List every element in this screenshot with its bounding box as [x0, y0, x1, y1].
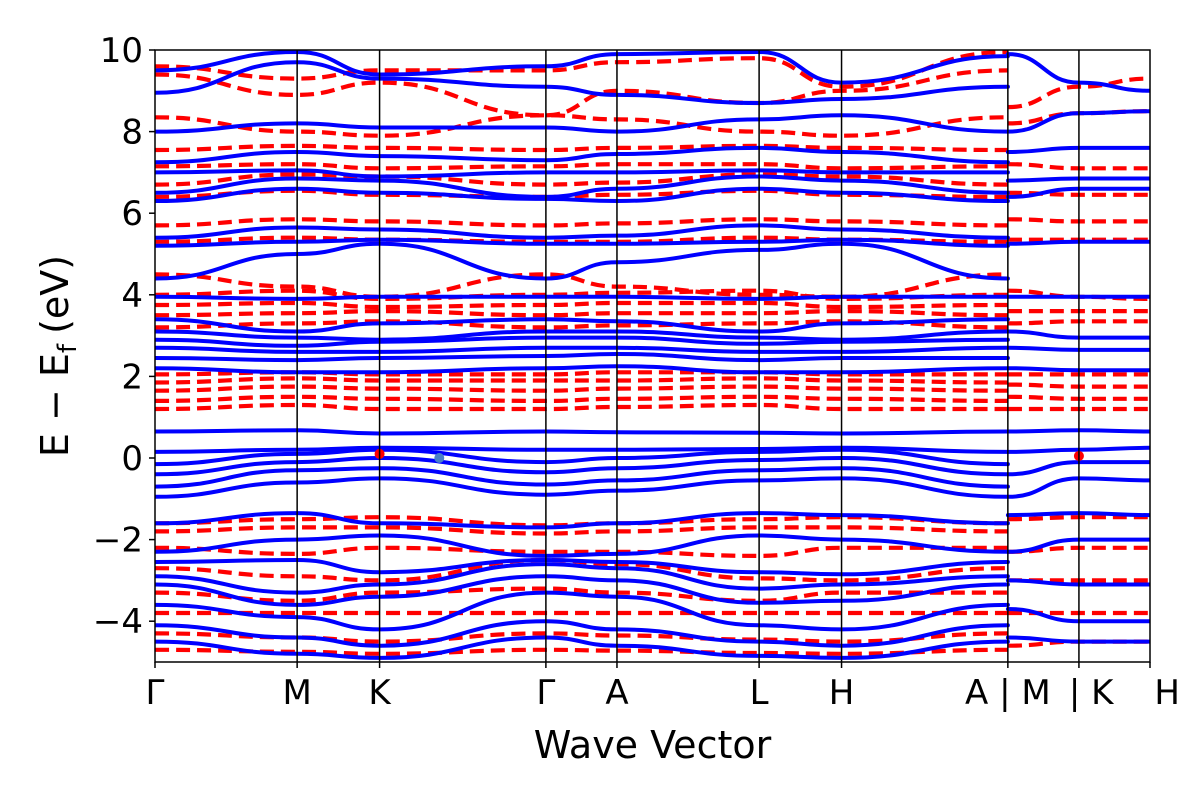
spin-down-band-line	[155, 319, 1008, 330]
band-marker	[434, 453, 445, 463]
y-axis-label: E − Ef (eV)	[33, 255, 83, 457]
y-axis-ticks: −4 −2 0 2 4 6 8 10	[93, 31, 155, 642]
y-tick-label: −4	[93, 602, 143, 642]
spin-down-band-line	[155, 370, 1008, 377]
x-tick-label: Γ	[536, 673, 555, 713]
spin-down-band-line	[155, 308, 1008, 318]
x-axis-label: Wave Vector	[534, 723, 772, 767]
spin-down-band-line	[155, 272, 1008, 299]
spin-down-band-line	[155, 402, 1008, 412]
y-tick-label: 6	[121, 194, 143, 234]
spin-up-band-line	[155, 241, 1010, 281]
spin-down-band-line	[155, 172, 1008, 187]
x-tick-label: A	[605, 673, 628, 713]
x-tick-label: | K	[1069, 673, 1115, 713]
spin-down-band-line	[155, 586, 1008, 603]
spin-up-band-line	[155, 294, 1010, 301]
spin-down-band-line	[155, 631, 1008, 644]
kpoint-separators	[296, 50, 1080, 662]
x-tick-label: H	[1154, 673, 1180, 713]
y-axis-label-subscript: f	[53, 343, 83, 353]
y-tick-label: 2	[121, 357, 143, 397]
spin-down-band-line	[155, 188, 1008, 200]
x-tick-label: H	[829, 673, 855, 713]
x-axis-ticks: Γ M K Γ A L H A | M | K H	[146, 662, 1180, 713]
spin-down-band-line	[155, 300, 1008, 310]
spin-up-band-line	[155, 428, 1010, 436]
y-tick-label: 4	[121, 276, 143, 316]
spin-up-band-line	[155, 345, 1010, 354]
y-tick-label: 8	[121, 113, 143, 153]
spin-down-band-line	[155, 384, 1008, 393]
plot-frame	[154, 49, 1151, 663]
spin-down-band-line	[155, 525, 1008, 536]
spin-down-band-line	[155, 647, 1008, 656]
x-tick-label: Γ	[146, 673, 165, 713]
y-tick-label: 0	[121, 439, 143, 479]
spin-down-band-line	[155, 113, 1008, 138]
x-tick-label: A | M	[965, 673, 1051, 713]
spin-down-band-line	[155, 376, 1008, 385]
spin-down-band-line	[155, 545, 1008, 559]
y-axis-label-unit: (eV)	[33, 255, 77, 334]
x-tick-label: L	[750, 673, 769, 713]
spin-down-band-line	[155, 394, 1008, 404]
x-tick-label: M	[282, 673, 311, 713]
spin-down-band-line	[155, 217, 1008, 228]
spin-down-band-line	[155, 288, 1008, 302]
y-axis-label-main: E − E	[33, 353, 77, 457]
spin-down-band-line	[155, 143, 1008, 153]
spin-down-band-line	[155, 162, 1008, 171]
y-tick-label: 10	[100, 31, 143, 71]
spin-up-band-line	[155, 351, 1010, 363]
x-tick-label: K	[368, 673, 392, 713]
y-tick-label: −2	[93, 521, 143, 561]
